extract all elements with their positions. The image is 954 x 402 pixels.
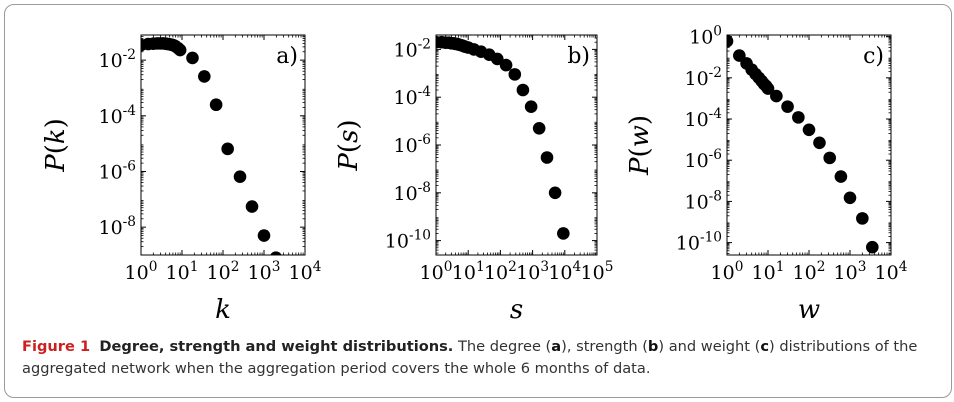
- x-tick-label: 105: [581, 259, 614, 284]
- y-tick-label: 10-8: [98, 214, 136, 239]
- x-tick-label: 104: [875, 259, 908, 284]
- figure-caption: Figure 1 Degree, strength and weight dis…: [22, 336, 932, 380]
- data-point: [198, 70, 211, 83]
- data-point: [843, 191, 857, 205]
- data-point: [770, 89, 783, 103]
- y-tick-label: 10-4: [393, 84, 431, 109]
- data-point: [866, 240, 879, 254]
- data-point: [499, 58, 513, 72]
- x-tick-label: 100: [711, 259, 744, 284]
- data-point: [209, 98, 223, 112]
- data-point: [173, 43, 187, 57]
- y-tick-label: 100: [689, 24, 722, 49]
- data-point: [761, 82, 775, 95]
- caption-panel-b: b: [647, 338, 659, 355]
- data-point: [557, 227, 570, 240]
- figure-frame: [4, 4, 952, 398]
- y-tick-label: 10-8: [684, 188, 722, 213]
- data-point: [781, 100, 794, 113]
- caption-title: Degree, strength and weight distribution…: [99, 338, 454, 355]
- data-point: [490, 52, 504, 66]
- x-tick-label: 104: [289, 259, 322, 284]
- data-point: [856, 212, 869, 225]
- y-tick-label: 10-2: [393, 36, 431, 61]
- x-tick-label: 100: [420, 259, 453, 284]
- x-tick-label: 101: [166, 259, 199, 284]
- y-tick-label: 10-6: [684, 147, 722, 172]
- caption-text-1: The degree (: [453, 338, 552, 355]
- x-tick-label: 104: [548, 259, 581, 284]
- panel-label: a): [276, 44, 298, 69]
- panel-label: b): [567, 44, 590, 69]
- chart-panel-a: 100 101 102 103 104 10-8 10-6 10-4 10-2 a) k P(k): [41, 34, 322, 325]
- caption-text-2: ), strength (: [561, 338, 648, 355]
- x-tick-label: 100: [125, 259, 158, 284]
- x-tick-label: 102: [484, 259, 517, 284]
- y-tick-label: 10-4: [98, 103, 136, 128]
- data-point: [540, 151, 554, 164]
- y-tick-label: 10-2: [98, 47, 136, 72]
- data-point: [813, 136, 826, 150]
- caption-panel-c: c: [760, 338, 769, 355]
- data-point: [508, 68, 522, 81]
- x-axis-label: k: [215, 295, 231, 325]
- y-tick-label: 10-10: [676, 230, 722, 255]
- y-tick-label: 10-2: [684, 65, 722, 90]
- data-point: [233, 170, 247, 183]
- x-tick-label: 103: [248, 259, 281, 284]
- data-point: [792, 111, 805, 124]
- x-tick-label: 103: [516, 259, 549, 284]
- data-point: [221, 142, 234, 156]
- y-tick-label: 10-6: [393, 132, 431, 157]
- x-tick-label: 103: [834, 259, 867, 284]
- x-tick-label: 102: [793, 259, 826, 284]
- y-tick-label: 10-8: [393, 180, 431, 205]
- data-point: [802, 123, 816, 137]
- y-tick-label: 10-6: [98, 158, 136, 183]
- x-tick-label: 102: [207, 259, 240, 284]
- caption-text-4: ) distributions of the aggregated networ…: [22, 338, 918, 377]
- caption-panel-a: a: [551, 338, 562, 355]
- chart-panel-b: 100 101 102 103 104 105 10-10 10-8 10-6 10-4 10-2 b…: [334, 34, 614, 325]
- data-point: [245, 200, 259, 213]
- panel-label: c): [863, 44, 884, 69]
- chart-panel-c: 100 101 102 103 104 10-10 10-8 10-6 10-4 10-2 100 c…: [625, 24, 908, 325]
- data-point: [548, 186, 562, 200]
- data-markers: [436, 35, 587, 300]
- data-point: [532, 121, 546, 135]
- data-point: [270, 251, 282, 255]
- y-axis-label: P(k): [41, 118, 71, 173]
- data-point: [524, 100, 538, 114]
- x-tick-label: 101: [452, 259, 485, 284]
- x-axis-label: s: [510, 295, 523, 325]
- x-axis-label: w: [798, 295, 820, 325]
- data-point: [823, 151, 837, 165]
- y-axis-label: P(s): [334, 119, 364, 171]
- y-axis-label: P(w): [625, 115, 655, 176]
- x-tick-label: 101: [752, 259, 785, 284]
- data-point: [727, 35, 734, 48]
- data-point: [834, 170, 848, 183]
- caption-figure-number: Figure 1: [22, 338, 91, 355]
- y-tick-label: 10-10: [385, 228, 431, 253]
- data-point: [186, 51, 199, 65]
- y-tick-label: 10-4: [684, 106, 722, 131]
- data-point: [257, 229, 271, 242]
- data-point: [574, 287, 587, 300]
- data-point: [516, 83, 530, 97]
- data-markers: [141, 37, 282, 255]
- data-markers: [727, 35, 879, 254]
- caption-text-3: ) and weight (: [658, 338, 761, 355]
